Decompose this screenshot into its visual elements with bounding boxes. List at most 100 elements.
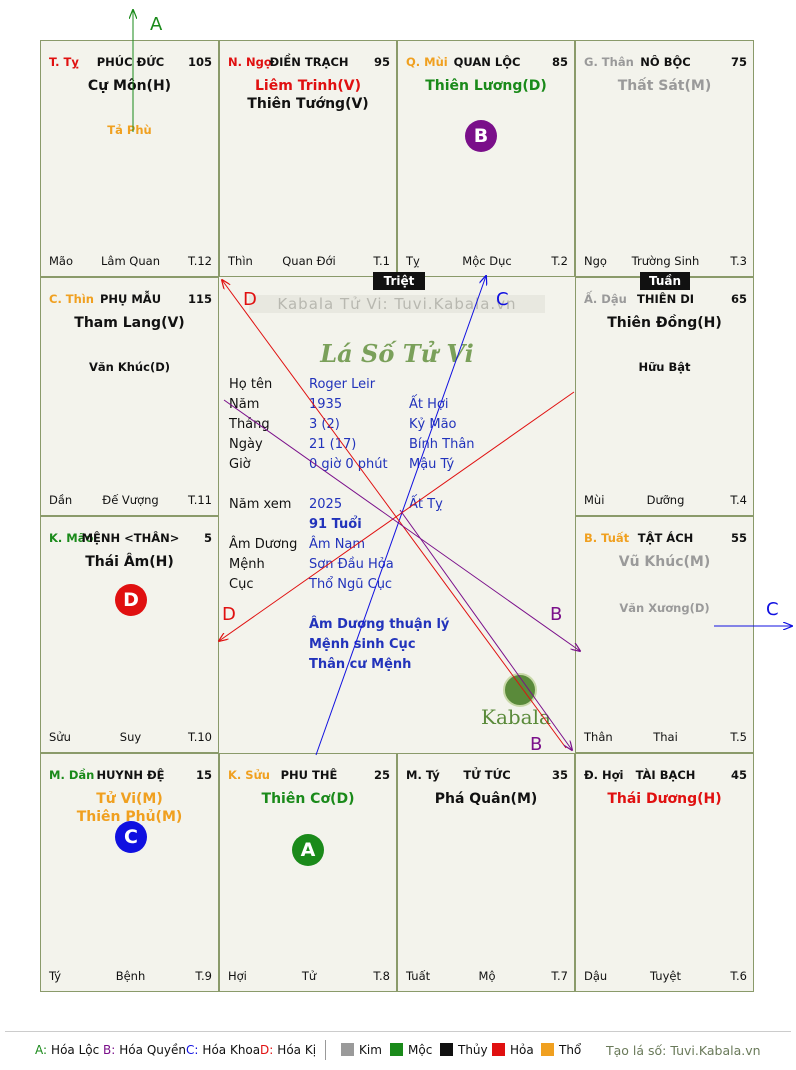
- palace-header: K. Sửu PHU THÊ 25: [228, 768, 390, 782]
- palace-ngo[interactable]: N. Ngọ ĐIỀN TRẠCH 95 Liêm Trinh(V) Thiên Tướ…: [219, 40, 397, 277]
- legend-key: C:: [186, 1043, 199, 1057]
- palace-footer: Dậu Tuyệt T.6: [584, 969, 747, 983]
- tuan-tag: Tuần: [640, 272, 690, 290]
- footer-limit: T.6: [730, 969, 747, 983]
- palace-branch: K. Mão: [49, 531, 94, 545]
- footer-limit: T.12: [188, 254, 212, 268]
- main-star: Phá Quân(M): [434, 791, 538, 807]
- tuvi-chart: T. Tỵ PHÚC ĐỨC 105 Cự Môn(H) Tả Phù Mão Lâm Qu…: [40, 40, 754, 992]
- info-value: 1935: [309, 397, 343, 412]
- tree-icon: [503, 673, 537, 707]
- info-value: Thổ Ngũ Cục: [309, 577, 393, 592]
- main-star: Thất Sát(M): [617, 78, 712, 94]
- footer-earthly-branch: Thân: [584, 730, 613, 744]
- palace-score: 85: [551, 55, 568, 69]
- footer-limit: T.4: [730, 493, 747, 507]
- main-star: Thái Dương(H): [607, 791, 722, 807]
- credit-link[interactable]: Tạo lá số: Tuvi.Kabala.vn: [606, 1043, 761, 1058]
- palace-score: 55: [730, 531, 747, 545]
- legend-label: Hóa Quyền: [119, 1043, 186, 1057]
- palace-dan[interactable]: M. Dần HUYNH ĐỆ 15 Tử Vi(M) Thiên Phủ(M) Tý Bệ…: [40, 753, 219, 992]
- main-stars: Tham Lang(V): [41, 314, 218, 332]
- footer-earthly-branch: Tỵ: [406, 254, 420, 268]
- minor-stars: Tả Phù: [41, 123, 218, 137]
- palace-score: 15: [195, 768, 212, 782]
- footer-life-stage: Lâm Quan: [101, 254, 160, 268]
- legend-key: A:: [35, 1043, 48, 1057]
- footer-life-stage: Tuyệt: [650, 969, 681, 983]
- legend-divider: [5, 1031, 791, 1032]
- main-stars: Phá Quân(M): [398, 790, 574, 808]
- palace-score: 5: [203, 531, 212, 545]
- info-value-canchi: Ất Hợi: [409, 397, 449, 412]
- palace-header: C. Thìn PHỤ MẪU 115: [49, 292, 212, 306]
- info-value: 2025: [309, 497, 343, 512]
- palace-ty_bot[interactable]: M. Tý TỬ TỨC 35 Phá Quân(M) Tuất Mộ T.7: [397, 753, 575, 992]
- minor-stars: Hữu Bật: [576, 360, 753, 374]
- palace-mui[interactable]: Q. Mùi QUAN LỘC 85 Thiên Lương(D) Tỵ Mộc Dục T…: [397, 40, 575, 277]
- info-value: Roger Leir: [309, 377, 376, 392]
- transform-badge-d: D: [115, 584, 147, 616]
- footer-limit: T.5: [730, 730, 747, 744]
- legend-transform: C: Hóa Khoa: [186, 1043, 260, 1057]
- main-stars: Cự Môn(H): [41, 77, 218, 95]
- element-swatch: [541, 1043, 554, 1056]
- palace-score: 25: [373, 768, 390, 782]
- info-label: Giờ: [229, 457, 251, 472]
- footer-limit: T.3: [730, 254, 747, 268]
- palace-tuat[interactable]: B. Tuất TẬT ÁCH 55 Vũ Khúc(M) Văn Xương(D) Th…: [575, 516, 754, 753]
- footer-limit: T.10: [188, 730, 212, 744]
- footer-earthly-branch: Dần: [49, 493, 73, 507]
- palace-name: PHỤ MẪU: [99, 292, 162, 306]
- info-label: Tháng: [229, 417, 270, 432]
- footer-life-stage: Đế Vượng: [102, 493, 159, 507]
- palace-header: M. Tý TỬ TỨC 35: [406, 768, 568, 782]
- info-label: Mệnh: [229, 557, 265, 572]
- footer-earthly-branch: Dậu: [584, 969, 608, 983]
- legend-key: D:: [260, 1043, 274, 1057]
- minor-star: Văn Xương(D): [619, 601, 710, 615]
- transform-badge-a: A: [292, 834, 324, 866]
- palace-score: 75: [730, 55, 747, 69]
- footer-earthly-branch: Mão: [49, 254, 74, 268]
- palace-name: PHÚC ĐỨC: [96, 55, 165, 69]
- main-star: Thái Âm(H): [85, 554, 174, 570]
- palace-dau[interactable]: Ấ. Dậu THIÊN DI 65 Thiên Đồng(H) Hữu Bật Mùi D…: [575, 277, 754, 516]
- info-value: Âm Nam: [309, 537, 366, 552]
- transform-badge-b: B: [465, 120, 497, 152]
- palace-branch: N. Ngọ: [228, 55, 272, 69]
- palace-branch: Ấ. Dậu: [584, 292, 627, 306]
- legend-element: Kim: [341, 1043, 382, 1057]
- watermark-text: Kabala Tử Vi: Tuvi.Kabala.vn: [249, 295, 545, 313]
- palace-than[interactable]: G. Thân NÔ BỘC 75 Thất Sát(M) Ngọ Trường Sinh…: [575, 40, 754, 277]
- palace-ty_top[interactable]: T. Tỵ PHÚC ĐỨC 105 Cự Môn(H) Tả Phù Mão Lâm Qu…: [40, 40, 219, 277]
- footer-life-stage: Thai: [653, 730, 678, 744]
- info-value: 0 giờ 0 phút: [309, 457, 388, 472]
- summary-note: Âm Dương thuận lý: [309, 617, 450, 632]
- main-star: Thiên Phủ(M): [76, 809, 183, 825]
- minor-star: Tả Phù: [107, 123, 152, 137]
- chart-title: Lá Số Tử Vi: [320, 339, 474, 368]
- legend-label: Hóa Kị: [277, 1043, 317, 1057]
- legend-element: Thủy: [440, 1043, 488, 1057]
- palace-header: Ấ. Dậu THIÊN DI 65: [584, 292, 747, 306]
- info-label: Năm xem: [229, 497, 292, 512]
- palace-branch: B. Tuất: [584, 531, 630, 545]
- palace-header: M. Dần HUYNH ĐỆ 15: [49, 768, 212, 782]
- palace-thin[interactable]: C. Thìn PHỤ MẪU 115 Tham Lang(V) Văn Khúc(D)…: [40, 277, 219, 516]
- main-star: Vũ Khúc(M): [618, 554, 711, 570]
- palace-mao[interactable]: K. Mão MỆNH <THÂN> 5 Thái Âm(H) Sửu Suy T.10 D: [40, 516, 219, 753]
- palace-header: N. Ngọ ĐIỀN TRẠCH 95: [228, 55, 390, 69]
- legend-element: Hỏa: [492, 1043, 534, 1057]
- palace-suu[interactable]: K. Sửu PHU THÊ 25 Thiên Cơ(D) Hợi Tử T.8 A: [219, 753, 397, 992]
- legend-separator: [325, 1040, 326, 1060]
- main-star: Tử Vi(M): [96, 791, 163, 807]
- palace-hoi[interactable]: Đ. Hợi TÀI BẠCH 45 Thái Dương(H) Dậu Tuyệt T.6: [575, 753, 754, 992]
- main-stars: Thái Âm(H): [41, 553, 218, 571]
- footer-life-stage: Dưỡng: [646, 493, 685, 507]
- footer-life-stage: Tử: [301, 969, 317, 983]
- palace-score: 35: [551, 768, 568, 782]
- element-swatch: [440, 1043, 453, 1056]
- footer-life-stage: Suy: [119, 730, 142, 744]
- main-stars: Thiên Đồng(H): [576, 314, 753, 332]
